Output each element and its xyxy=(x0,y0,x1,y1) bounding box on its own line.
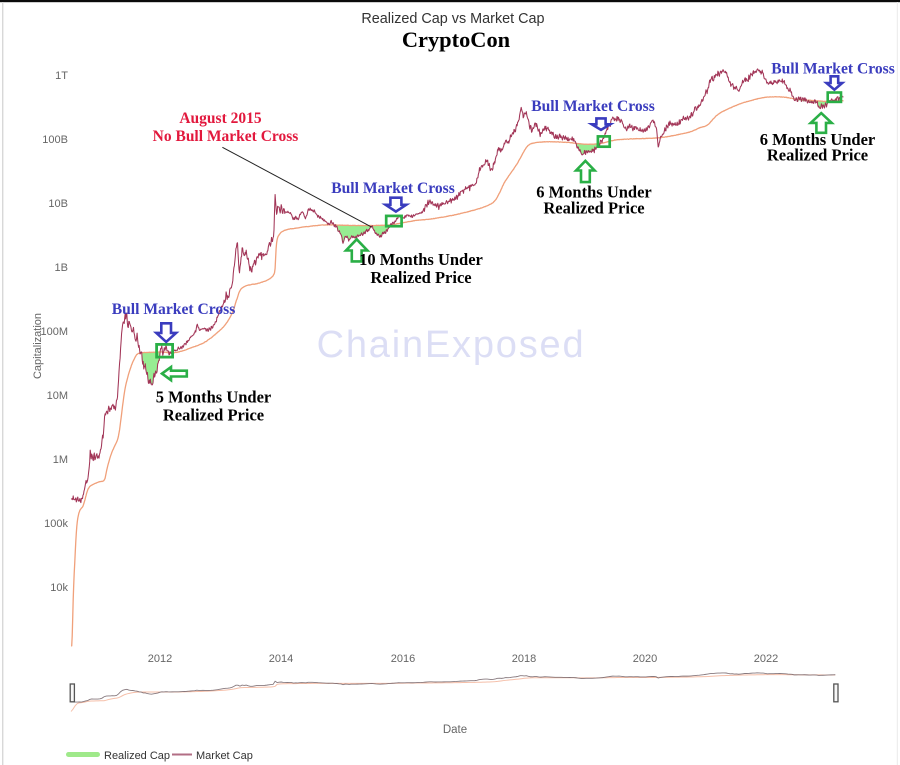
svg-text:2012: 2012 xyxy=(148,653,172,665)
svg-text:10k: 10k xyxy=(50,582,68,594)
svg-text:100B: 100B xyxy=(42,134,68,146)
svg-text:2014: 2014 xyxy=(269,653,293,665)
svg-text:Bull Market Cross: Bull Market Cross xyxy=(531,98,655,115)
svg-text:10B: 10B xyxy=(48,198,68,210)
svg-text:10 Months Under: 10 Months Under xyxy=(359,250,483,269)
svg-text:Bull Market Cross: Bull Market Cross xyxy=(771,61,895,78)
svg-text:2016: 2016 xyxy=(391,653,415,665)
svg-text:Market Cap: Market Cap xyxy=(196,750,253,762)
svg-text:CryptoCon: CryptoCon xyxy=(402,27,511,52)
svg-text:Realized Cap vs Market Cap: Realized Cap vs Market Cap xyxy=(361,11,544,27)
svg-text:1B: 1B xyxy=(55,262,68,274)
svg-text:Bull Market Cross: Bull Market Cross xyxy=(112,301,236,318)
svg-text:Date: Date xyxy=(443,724,467,736)
svg-text:100M: 100M xyxy=(40,326,68,338)
svg-text:Realized Price: Realized Price xyxy=(163,406,264,425)
svg-text:2018: 2018 xyxy=(512,653,536,665)
svg-text:Realized Price: Realized Price xyxy=(767,146,868,165)
svg-text:10M: 10M xyxy=(47,390,68,402)
svg-text:No Bull Market Cross: No Bull Market Cross xyxy=(153,128,299,145)
svg-text:August 2015: August 2015 xyxy=(179,110,262,127)
svg-text:5 Months Under: 5 Months Under xyxy=(156,388,272,407)
svg-text:Capitalization: Capitalization xyxy=(32,313,44,379)
svg-text:1M: 1M xyxy=(53,454,68,466)
svg-text:2020: 2020 xyxy=(633,653,657,665)
svg-text:100k: 100k xyxy=(44,518,68,530)
svg-text:Realized Cap: Realized Cap xyxy=(104,750,170,762)
svg-text:6 Months Under: 6 Months Under xyxy=(760,130,876,149)
svg-text:Realized Price: Realized Price xyxy=(543,199,644,218)
svg-text:Bull Market Cross: Bull Market Cross xyxy=(331,180,455,197)
svg-text:Realized Price: Realized Price xyxy=(370,268,471,287)
svg-text:1T: 1T xyxy=(55,70,68,82)
svg-text:2022: 2022 xyxy=(754,653,778,665)
svg-text:6 Months Under: 6 Months Under xyxy=(536,183,652,202)
svg-text:ChainExposed: ChainExposed xyxy=(317,324,586,366)
